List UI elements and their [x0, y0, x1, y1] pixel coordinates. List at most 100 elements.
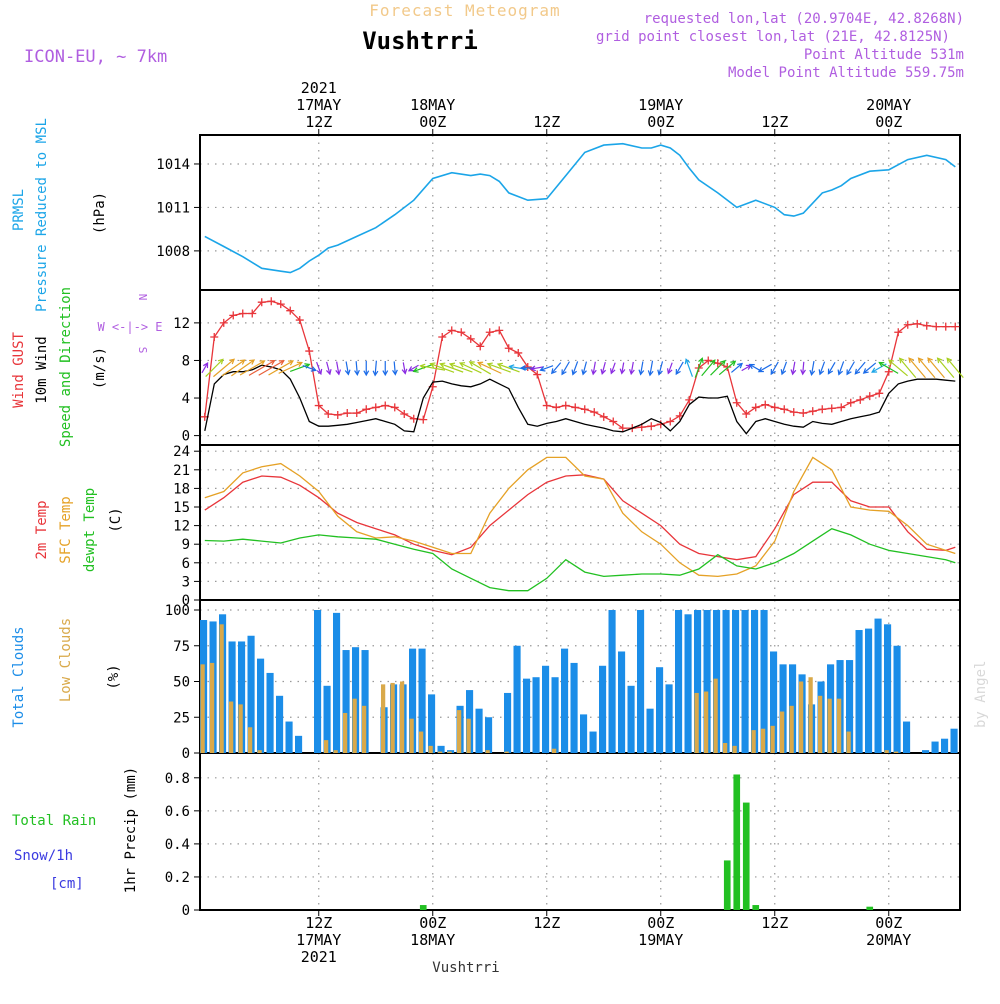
wind-arrow-head	[647, 370, 654, 377]
low-cloud-bar	[361, 705, 367, 753]
time-label-line: 17MAY	[296, 96, 341, 114]
grid-coords: grid point closest lon,lat (21E, 42.8125…	[596, 29, 950, 45]
wind-arrow-head	[259, 360, 266, 366]
wind-arrow-head	[854, 368, 861, 375]
wind-arrow-shaft	[927, 357, 945, 379]
wind-arrow	[571, 361, 579, 376]
wind-arrow-head	[908, 357, 914, 364]
total-cloud-bar	[323, 685, 331, 753]
gust-marker	[713, 359, 722, 368]
wind-arrow-head	[946, 357, 953, 364]
total-cloud-bar	[475, 708, 483, 753]
wind-arrow-head	[730, 360, 737, 367]
total-cloud-bar	[285, 721, 293, 753]
snow-unit-label: [cm]	[50, 876, 84, 892]
gust-marker	[704, 356, 713, 365]
ytick-label: 15	[173, 500, 190, 516]
wind-arrow-shaft	[231, 359, 255, 377]
gust-marker	[381, 401, 390, 410]
wind-arrow	[325, 361, 332, 376]
total-cloud-bar	[941, 738, 949, 753]
ytick-label: 18	[173, 481, 190, 497]
time-label-line: 19MAY	[638, 931, 683, 949]
total-cloud-bar	[342, 650, 350, 753]
requested-coords: requested lon,lat (20.9704E, 42.8268N)	[644, 11, 964, 27]
wind-arrow-head	[287, 360, 295, 366]
wind-arrow-head	[429, 362, 436, 368]
gust-marker	[295, 316, 304, 325]
wind-arrow-shaft	[302, 365, 316, 371]
wind-arrow-head	[590, 369, 597, 376]
wind-arrow-shaft	[621, 362, 625, 374]
total-cloud-bar	[646, 708, 654, 753]
time-label-line: 00Z	[647, 914, 674, 932]
total-cloud-bar	[722, 610, 730, 753]
wind-arrow-shaft	[758, 363, 772, 373]
wind-arrow-shaft	[440, 363, 464, 373]
low-clouds-label: Low Clouds	[58, 618, 74, 702]
gust-marker	[846, 398, 855, 407]
wind-arrow-head	[619, 368, 626, 375]
gust-marker	[751, 403, 760, 412]
total-cloud-bar	[504, 692, 512, 753]
wind-arrow	[818, 361, 826, 376]
total-cloud-bar	[694, 610, 702, 753]
wind-arrow-shaft	[572, 361, 579, 375]
wind-arrow-head	[709, 359, 716, 366]
total-cloud-bar	[779, 664, 787, 753]
gust-marker	[286, 306, 295, 315]
wind-arrow-head	[698, 357, 704, 364]
dewpt-label: dewpt Temp	[82, 488, 98, 572]
wind-arrow-head	[325, 369, 332, 376]
wind-arrow	[496, 362, 520, 373]
wind-arrow	[800, 361, 806, 376]
wind-arrow-shaft	[258, 360, 285, 376]
wind-arrow-head	[550, 368, 557, 375]
gust-marker	[685, 395, 694, 404]
wind-arrow-head	[675, 368, 681, 376]
time-label-line: 12Z	[533, 113, 560, 131]
total-cloud-bar	[266, 672, 274, 753]
gust-marker	[590, 408, 599, 417]
wind-arrow-head	[600, 368, 607, 376]
total-cloud-bar	[732, 610, 740, 753]
temp-labels: 2m Temp SFC Temp dewpt Temp (C)	[34, 488, 124, 572]
total-cloud-bar	[950, 728, 958, 753]
wind-arrow	[372, 360, 379, 377]
total-rain-label: Total Rain	[12, 813, 96, 829]
wind-arrow-head	[202, 361, 209, 369]
time-label-line: 20MAY	[866, 931, 911, 949]
wind-arrow-shaft	[393, 361, 396, 375]
gust-marker	[514, 348, 523, 357]
wind-arrow-head	[846, 369, 852, 376]
time-label-line: 00Z	[419, 914, 446, 932]
wind-arrow-head	[508, 364, 515, 371]
total-cloud-bar	[608, 610, 616, 753]
wind-arrow	[757, 363, 772, 373]
low-cloud-bar	[551, 748, 557, 753]
time-label-line: 17MAY	[296, 931, 341, 949]
direction-label: Speed and Direction	[58, 287, 74, 447]
wind-arrow-shaft	[408, 364, 419, 372]
wind-arrow-shaft	[827, 361, 836, 374]
wind-arrow	[231, 359, 256, 377]
wind-arrow-shaft	[449, 363, 473, 373]
wind-arrow-shaft	[819, 361, 826, 375]
wind-arrow-shaft	[561, 361, 570, 375]
credit: by Angel	[973, 661, 989, 728]
sfc-temp-label: SFC Temp	[58, 496, 74, 563]
wind-arrow-shaft	[469, 361, 492, 375]
wind-arrow	[302, 365, 317, 372]
ytick-label: 1011	[156, 200, 190, 216]
wind-arrow-head	[887, 359, 894, 366]
wind-arrow-shaft	[239, 360, 265, 376]
wind-arrow	[239, 360, 266, 376]
total-cloud-bar	[874, 618, 882, 753]
precip-labels: Total Rain Snow/1h [cm] 1hr Precip (mm)	[12, 767, 139, 893]
wind-arrow-shaft	[205, 358, 224, 377]
total-cloud-bar	[846, 660, 854, 753]
wind-arrow-shaft	[908, 357, 926, 379]
ytick-label: 12	[173, 316, 190, 332]
wind-arrow-shaft	[213, 358, 235, 378]
wind-arrow-head	[448, 362, 456, 369]
